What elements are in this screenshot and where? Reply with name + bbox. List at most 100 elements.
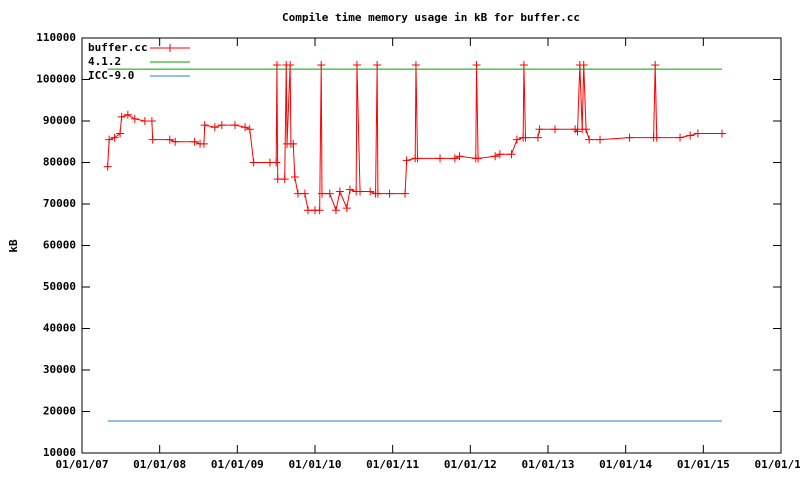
point-marker [450,154,459,163]
point-marker [651,60,660,69]
point-marker [300,189,309,198]
y-tick-label: 70000 [43,197,76,210]
point-marker [436,154,445,163]
legend-label: buffer.cc [88,41,148,54]
x-tick-label: 01/01/16 [755,458,800,471]
point-marker [117,112,126,121]
point-marker [413,154,422,163]
point-marker [273,175,282,184]
y-tick-label: 110000 [36,31,76,44]
x-tick-label: 01/01/13 [522,458,575,471]
point-marker [366,187,375,196]
point-marker [249,158,258,167]
x-tick-label: 01/01/11 [366,458,419,471]
point-marker [573,127,582,136]
point-marker [165,135,174,144]
point-marker [210,123,219,132]
point-marker [585,135,594,144]
point-marker [535,125,544,134]
point-marker [272,158,281,167]
point-marker [356,187,365,196]
point-marker [140,117,149,125]
legend-label: 4.1.2 [88,55,121,68]
y-tick-label: 40000 [43,322,76,335]
plot-frame [81,37,782,454]
point-marker [455,152,464,161]
point-marker [325,189,334,198]
point-marker [280,175,289,184]
point-marker [241,123,250,132]
point-marker [190,137,199,146]
y-axis-label: kB [7,239,20,253]
point-marker [116,129,125,138]
y-tick-label: 30000 [43,363,76,376]
point-marker [148,135,157,144]
point-marker [199,139,208,148]
point-marker [373,60,382,69]
point-marker [402,156,411,165]
point-marker [579,60,588,69]
point-marker [103,162,112,171]
point-marker [293,189,302,198]
point-marker [200,121,209,130]
point-marker [171,137,180,146]
point-marker [717,129,726,138]
point-marker [272,60,281,69]
point-marker [512,135,521,144]
point-marker [289,139,298,148]
point-marker [550,125,559,134]
y-tick-label: 80000 [43,156,76,169]
point-marker [130,114,139,123]
point-marker [474,154,483,163]
point-marker [507,150,516,159]
point-marker [317,60,326,69]
point-marker [304,206,313,215]
x-tick-label: 01/01/15 [677,458,730,471]
point-marker [123,110,132,119]
point-marker [335,187,344,196]
point-marker [625,133,634,142]
point-marker [693,129,702,138]
point-marker [286,60,295,69]
point-marker [491,152,500,161]
point-marker [385,189,394,198]
y-tick-label: 60000 [43,239,76,252]
point-marker [317,189,326,198]
point-marker [315,206,324,215]
point-marker [105,135,114,144]
x-tick-label: 01/01/08 [133,458,186,471]
point-marker [495,150,504,159]
point-marker [411,60,420,69]
y-tick-label: 50000 [43,280,76,293]
y-tick-label: 10000 [43,446,76,459]
y-tick-label: 100000 [36,73,76,86]
point-marker [331,206,340,215]
legend-marker [166,44,174,52]
point-marker [373,189,382,198]
x-tick-label: 01/01/07 [56,458,109,471]
point-marker [521,133,530,142]
point-marker [401,189,410,198]
x-tick-label: 01/01/12 [444,458,497,471]
point-marker [519,60,528,69]
y-tick-label: 20000 [43,405,76,418]
point-marker [582,125,591,134]
point-marker [676,133,685,142]
point-marker [245,125,254,134]
x-tick-label: 01/01/14 [599,458,652,471]
y-tick-label: 90000 [43,114,76,127]
point-marker [652,133,661,142]
point-marker [596,135,605,144]
point-marker [352,60,361,69]
point-marker [345,185,354,194]
x-tick-label: 01/01/10 [289,458,342,471]
point-marker [533,133,542,142]
point-marker [231,121,240,130]
point-marker [147,117,156,125]
point-marker [217,121,226,130]
point-marker [110,133,119,142]
point-marker [686,131,695,140]
point-marker [290,173,299,182]
chart-title: Compile time memory usage in kB for buff… [282,11,580,24]
